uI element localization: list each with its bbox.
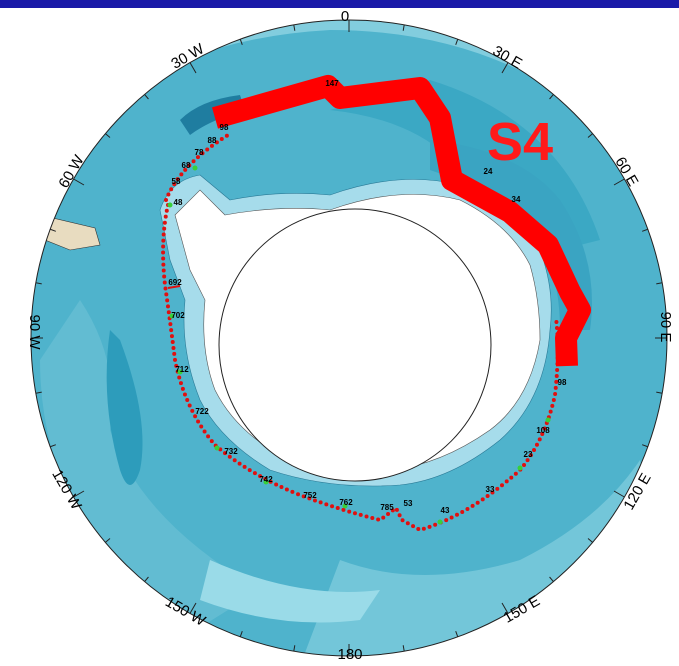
station-label: 712 [175,365,189,374]
station-label: 702 [171,311,185,320]
longitude-label: 0 [341,8,349,25]
green-station [193,166,198,171]
section-title: S4 [487,112,553,172]
green-station [546,418,551,423]
pole-hole [219,209,491,481]
station-label: 53 [404,499,413,508]
station-label: 147 [325,79,339,88]
station-label: 722 [195,407,209,416]
station-label: 762 [339,498,353,507]
station-label: 752 [303,491,317,500]
station-label: 48 [174,198,183,207]
station-label: 98 [558,378,567,387]
station-label: 34 [512,195,521,204]
station-label: 23 [524,450,533,459]
longitude-label: 90 W [26,314,43,350]
top-bar [0,0,679,8]
longitude-label: 180 [337,646,362,663]
station-label: 78 [195,148,204,157]
station-label: 692 [168,278,182,287]
green-station [438,520,443,525]
station-label: 33 [486,485,495,494]
station-label: 88 [208,136,217,145]
page: 0 30 E 60 E 90 E 120 E 150 E 180 150 W 1… [0,0,679,666]
station-label: 785 [380,503,394,512]
station-label: 98 [220,123,229,132]
station-label: 742 [259,475,273,484]
station-label: 68 [182,161,191,170]
green-station [215,446,220,451]
station-label: 732 [224,447,238,456]
station-label: 43 [441,506,450,515]
longitude-label: 90 E [657,312,674,343]
station-label: 58 [172,177,181,186]
green-station [168,203,173,208]
station-label: 108 [536,426,550,435]
map: 0 30 E 60 E 90 E 120 E 150 E 180 150 W 1… [0,0,679,666]
green-station [518,466,523,471]
